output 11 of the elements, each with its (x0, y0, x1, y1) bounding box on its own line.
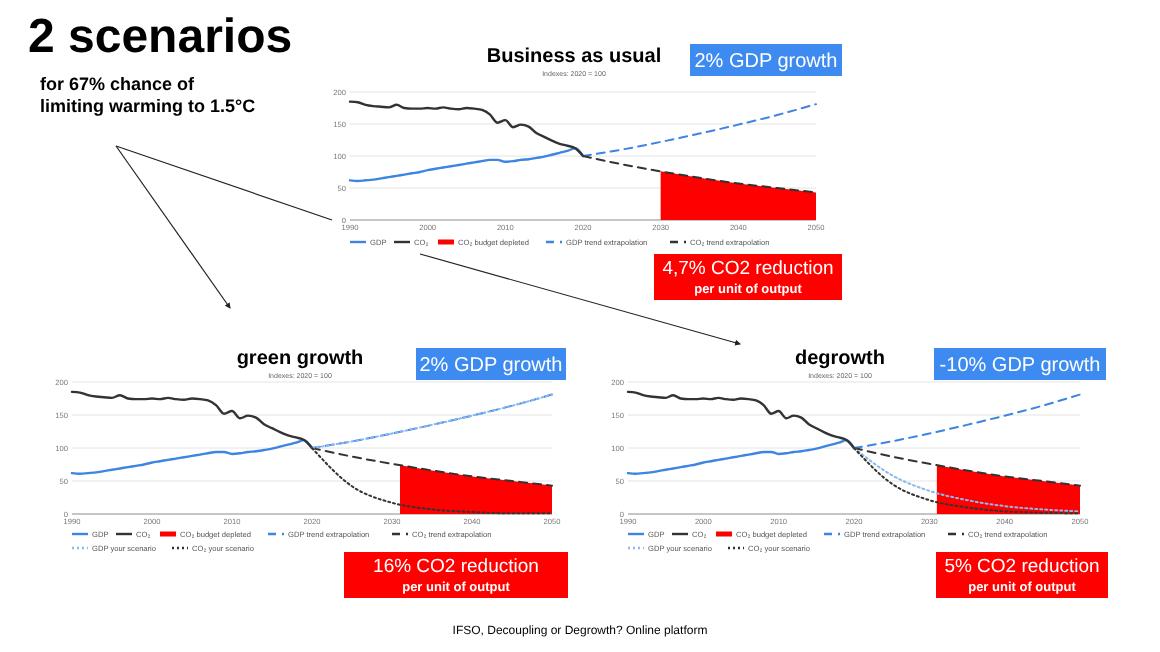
text: for 67% chance of limiting warming to 1.5°C (40, 74, 257, 116)
chart-title: degrowth (795, 348, 885, 370)
chart-title: Business as usual (486, 46, 662, 68)
text: 5% CO2 reduction (944, 556, 1100, 578)
text: 16% CO2 reduction (373, 556, 539, 578)
text: 2% GDP growth (419, 355, 563, 377)
text: 2% GDP growth (694, 51, 838, 73)
text: -10% GDP growth (939, 355, 1101, 377)
chart-title: green growth (236, 348, 364, 370)
text: 2 scenarios (28, 10, 293, 64)
text: 4,7% CO2 reduction (662, 258, 834, 280)
